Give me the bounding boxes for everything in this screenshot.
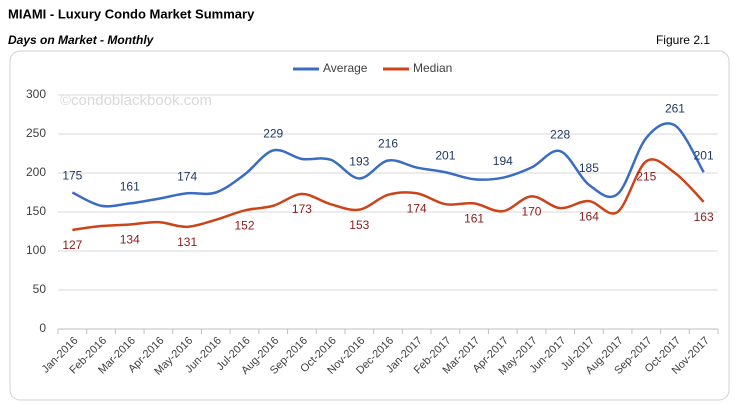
data-label: 170 <box>521 205 541 219</box>
data-label: 131 <box>177 235 197 249</box>
data-label: 163 <box>694 210 714 224</box>
line-series <box>72 158 705 232</box>
data-label: 164 <box>579 209 599 223</box>
data-label: 261 <box>665 102 685 116</box>
y-tick-label: 300 <box>26 87 46 101</box>
data-label: 152 <box>235 219 255 233</box>
data-label: 175 <box>62 169 82 183</box>
data-label: 174 <box>177 169 197 183</box>
data-label: 173 <box>292 202 312 216</box>
chart-title: MIAMI - Luxury Condo Market Summary <box>8 6 255 21</box>
line-series <box>71 122 705 208</box>
data-label: 161 <box>464 212 484 226</box>
data-label: 134 <box>120 233 140 247</box>
y-tick-label: 150 <box>26 204 46 218</box>
watermark: ©condoblackbook.com <box>60 92 212 109</box>
data-label: 216 <box>378 137 398 151</box>
y-tick-label: 100 <box>26 243 46 257</box>
data-label: 127 <box>62 238 82 252</box>
figure-label: Figure 2.1 <box>656 33 710 47</box>
y-tick-label: 50 <box>33 282 47 296</box>
data-label: 194 <box>493 154 513 168</box>
legend-label: Median <box>413 61 452 75</box>
data-label: 229 <box>263 127 283 141</box>
data-label: 201 <box>694 148 714 162</box>
data-label: 228 <box>550 127 570 141</box>
data-label: 193 <box>349 155 369 169</box>
y-tick-label: 0 <box>39 321 46 335</box>
legend-label: Average <box>323 61 368 75</box>
y-tick-label: 200 <box>26 165 46 179</box>
data-label: 185 <box>579 161 599 175</box>
y-tick-label: 250 <box>26 126 46 140</box>
data-label: 153 <box>349 218 369 232</box>
chart-frame <box>9 50 730 401</box>
data-label: 215 <box>636 169 656 183</box>
chart-subtitle: Days on Market - Monthly <box>8 33 155 47</box>
data-label: 161 <box>120 180 140 194</box>
data-label: 174 <box>407 201 427 215</box>
data-label: 201 <box>435 148 455 162</box>
